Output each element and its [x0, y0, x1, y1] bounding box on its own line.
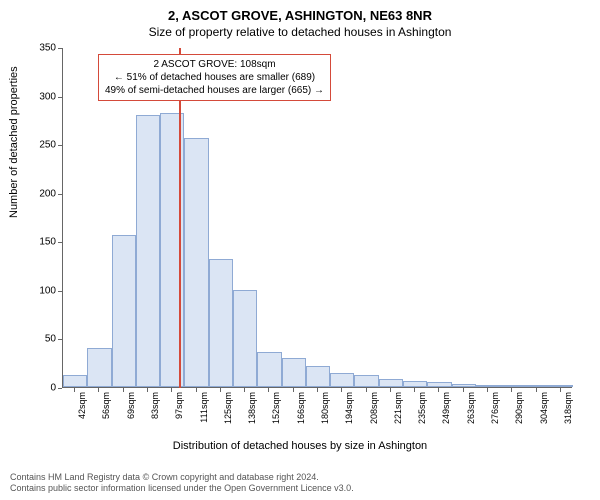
x-tick-label: 290sqm: [514, 392, 524, 424]
x-tick-mark: [536, 388, 537, 392]
x-tick-mark: [220, 388, 221, 392]
x-tick-mark: [98, 388, 99, 392]
bar: [112, 235, 136, 387]
x-tick-label: 304sqm: [539, 392, 549, 424]
y-tick-mark: [58, 97, 62, 98]
plot-region: 2 ASCOT GROVE: 108sqm← 51% of detached h…: [62, 48, 572, 388]
x-tick-label: 235sqm: [417, 392, 427, 424]
x-tick-label: 180sqm: [320, 392, 330, 424]
bar: [427, 382, 451, 387]
bar: [233, 290, 257, 387]
y-tick-mark: [58, 145, 62, 146]
bar: [354, 375, 378, 387]
x-tick-label: 194sqm: [344, 392, 354, 424]
x-axis-label: Distribution of detached houses by size …: [0, 440, 600, 452]
x-tick-label: 166sqm: [296, 392, 306, 424]
bar: [379, 379, 403, 387]
x-tick-mark: [414, 388, 415, 392]
footer-line-1: Contains HM Land Registry data © Crown c…: [10, 472, 354, 483]
x-tick-label: 69sqm: [126, 392, 136, 419]
bar: [476, 385, 500, 387]
y-tick-mark: [58, 388, 62, 389]
x-tick-label: 208sqm: [369, 392, 379, 424]
y-tick-label: 0: [26, 383, 56, 394]
bar: [330, 373, 354, 387]
x-tick-mark: [487, 388, 488, 392]
y-tick-label: 200: [26, 188, 56, 199]
bar: [87, 348, 111, 387]
x-tick-label: 125sqm: [223, 392, 233, 424]
x-tick-mark: [171, 388, 172, 392]
bar: [500, 385, 524, 387]
bar: [63, 375, 87, 387]
x-tick-label: 152sqm: [271, 392, 281, 424]
x-tick-mark: [268, 388, 269, 392]
x-tick-mark: [511, 388, 512, 392]
x-tick-mark: [123, 388, 124, 392]
footer-line-2: Contains public sector information licen…: [10, 483, 354, 494]
chart-area: 2 ASCOT GROVE: 108sqm← 51% of detached h…: [62, 48, 572, 388]
x-tick-mark: [366, 388, 367, 392]
page-title: 2, ASCOT GROVE, ASHINGTON, NE63 8NR: [0, 0, 600, 23]
y-tick-label: 350: [26, 43, 56, 54]
x-tick-label: 83sqm: [150, 392, 160, 419]
bar: [306, 366, 330, 387]
y-tick-mark: [58, 291, 62, 292]
bar: [184, 138, 208, 387]
bar: [282, 358, 306, 387]
y-tick-mark: [58, 339, 62, 340]
x-tick-mark: [196, 388, 197, 392]
y-tick-label: 150: [26, 237, 56, 248]
x-tick-mark: [341, 388, 342, 392]
y-tick-label: 250: [26, 140, 56, 151]
x-tick-mark: [463, 388, 464, 392]
footer-attribution: Contains HM Land Registry data © Crown c…: [10, 472, 354, 495]
bar: [549, 385, 573, 387]
x-tick-label: 318sqm: [563, 392, 573, 424]
x-tick-mark: [390, 388, 391, 392]
bar: [257, 352, 281, 387]
y-tick-mark: [58, 194, 62, 195]
bar: [403, 381, 427, 387]
x-tick-label: 111sqm: [199, 392, 209, 423]
bar: [136, 115, 160, 387]
x-tick-label: 138sqm: [247, 392, 257, 424]
x-tick-label: 276sqm: [490, 392, 500, 424]
x-tick-label: 263sqm: [466, 392, 476, 424]
bar: [209, 259, 233, 387]
x-tick-mark: [560, 388, 561, 392]
annotation-line-2: ← 51% of detached houses are smaller (68…: [105, 71, 324, 84]
bar: [524, 385, 548, 387]
y-tick-label: 50: [26, 334, 56, 345]
chart-container: 2, ASCOT GROVE, ASHINGTON, NE63 8NR Size…: [0, 0, 600, 500]
y-tick-mark: [58, 48, 62, 49]
annotation-box: 2 ASCOT GROVE: 108sqm← 51% of detached h…: [98, 54, 331, 101]
x-tick-label: 56sqm: [101, 392, 111, 419]
page-subtitle: Size of property relative to detached ho…: [0, 23, 600, 39]
y-tick-label: 300: [26, 91, 56, 102]
y-tick-label: 100: [26, 285, 56, 296]
x-tick-label: 97sqm: [174, 392, 184, 419]
x-tick-label: 221sqm: [393, 392, 403, 424]
x-tick-label: 42sqm: [77, 392, 87, 419]
x-tick-mark: [147, 388, 148, 392]
y-tick-mark: [58, 242, 62, 243]
x-tick-mark: [244, 388, 245, 392]
x-tick-mark: [293, 388, 294, 392]
y-axis-label: Number of detached properties: [8, 66, 20, 218]
x-tick-mark: [317, 388, 318, 392]
x-tick-label: 249sqm: [441, 392, 451, 424]
x-tick-mark: [438, 388, 439, 392]
annotation-line-3: 49% of semi-detached houses are larger (…: [105, 84, 324, 97]
bar: [452, 384, 476, 387]
annotation-line-1: 2 ASCOT GROVE: 108sqm: [105, 58, 324, 71]
x-tick-mark: [74, 388, 75, 392]
